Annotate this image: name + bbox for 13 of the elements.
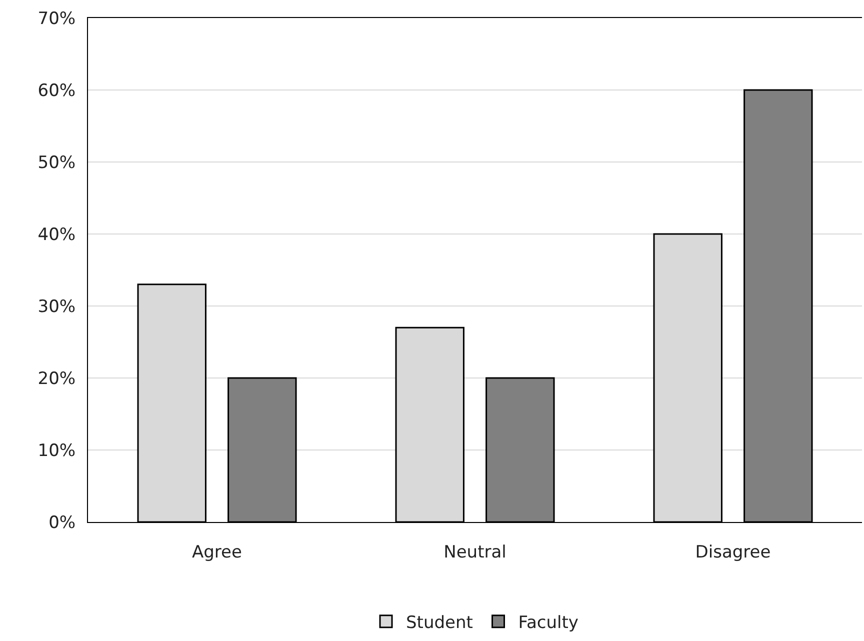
y-tick-label: 70%	[38, 8, 76, 29]
y-tick-label: 10%	[38, 440, 76, 461]
legend-label: Faculty	[518, 612, 578, 633]
y-tick-label: 0%	[48, 512, 76, 533]
y-tick-label: 20%	[38, 368, 76, 389]
y-tick-label: 60%	[38, 80, 76, 101]
y-tick-label: 50%	[38, 152, 76, 173]
legend-label: Student	[406, 612, 474, 633]
x-tick-label: Neutral	[444, 542, 506, 562]
x-tick-label: Agree	[192, 542, 242, 562]
y-tick-label: 40%	[38, 224, 76, 245]
y-tick-label: 30%	[38, 296, 76, 317]
x-tick-label: Disagree	[695, 542, 771, 562]
